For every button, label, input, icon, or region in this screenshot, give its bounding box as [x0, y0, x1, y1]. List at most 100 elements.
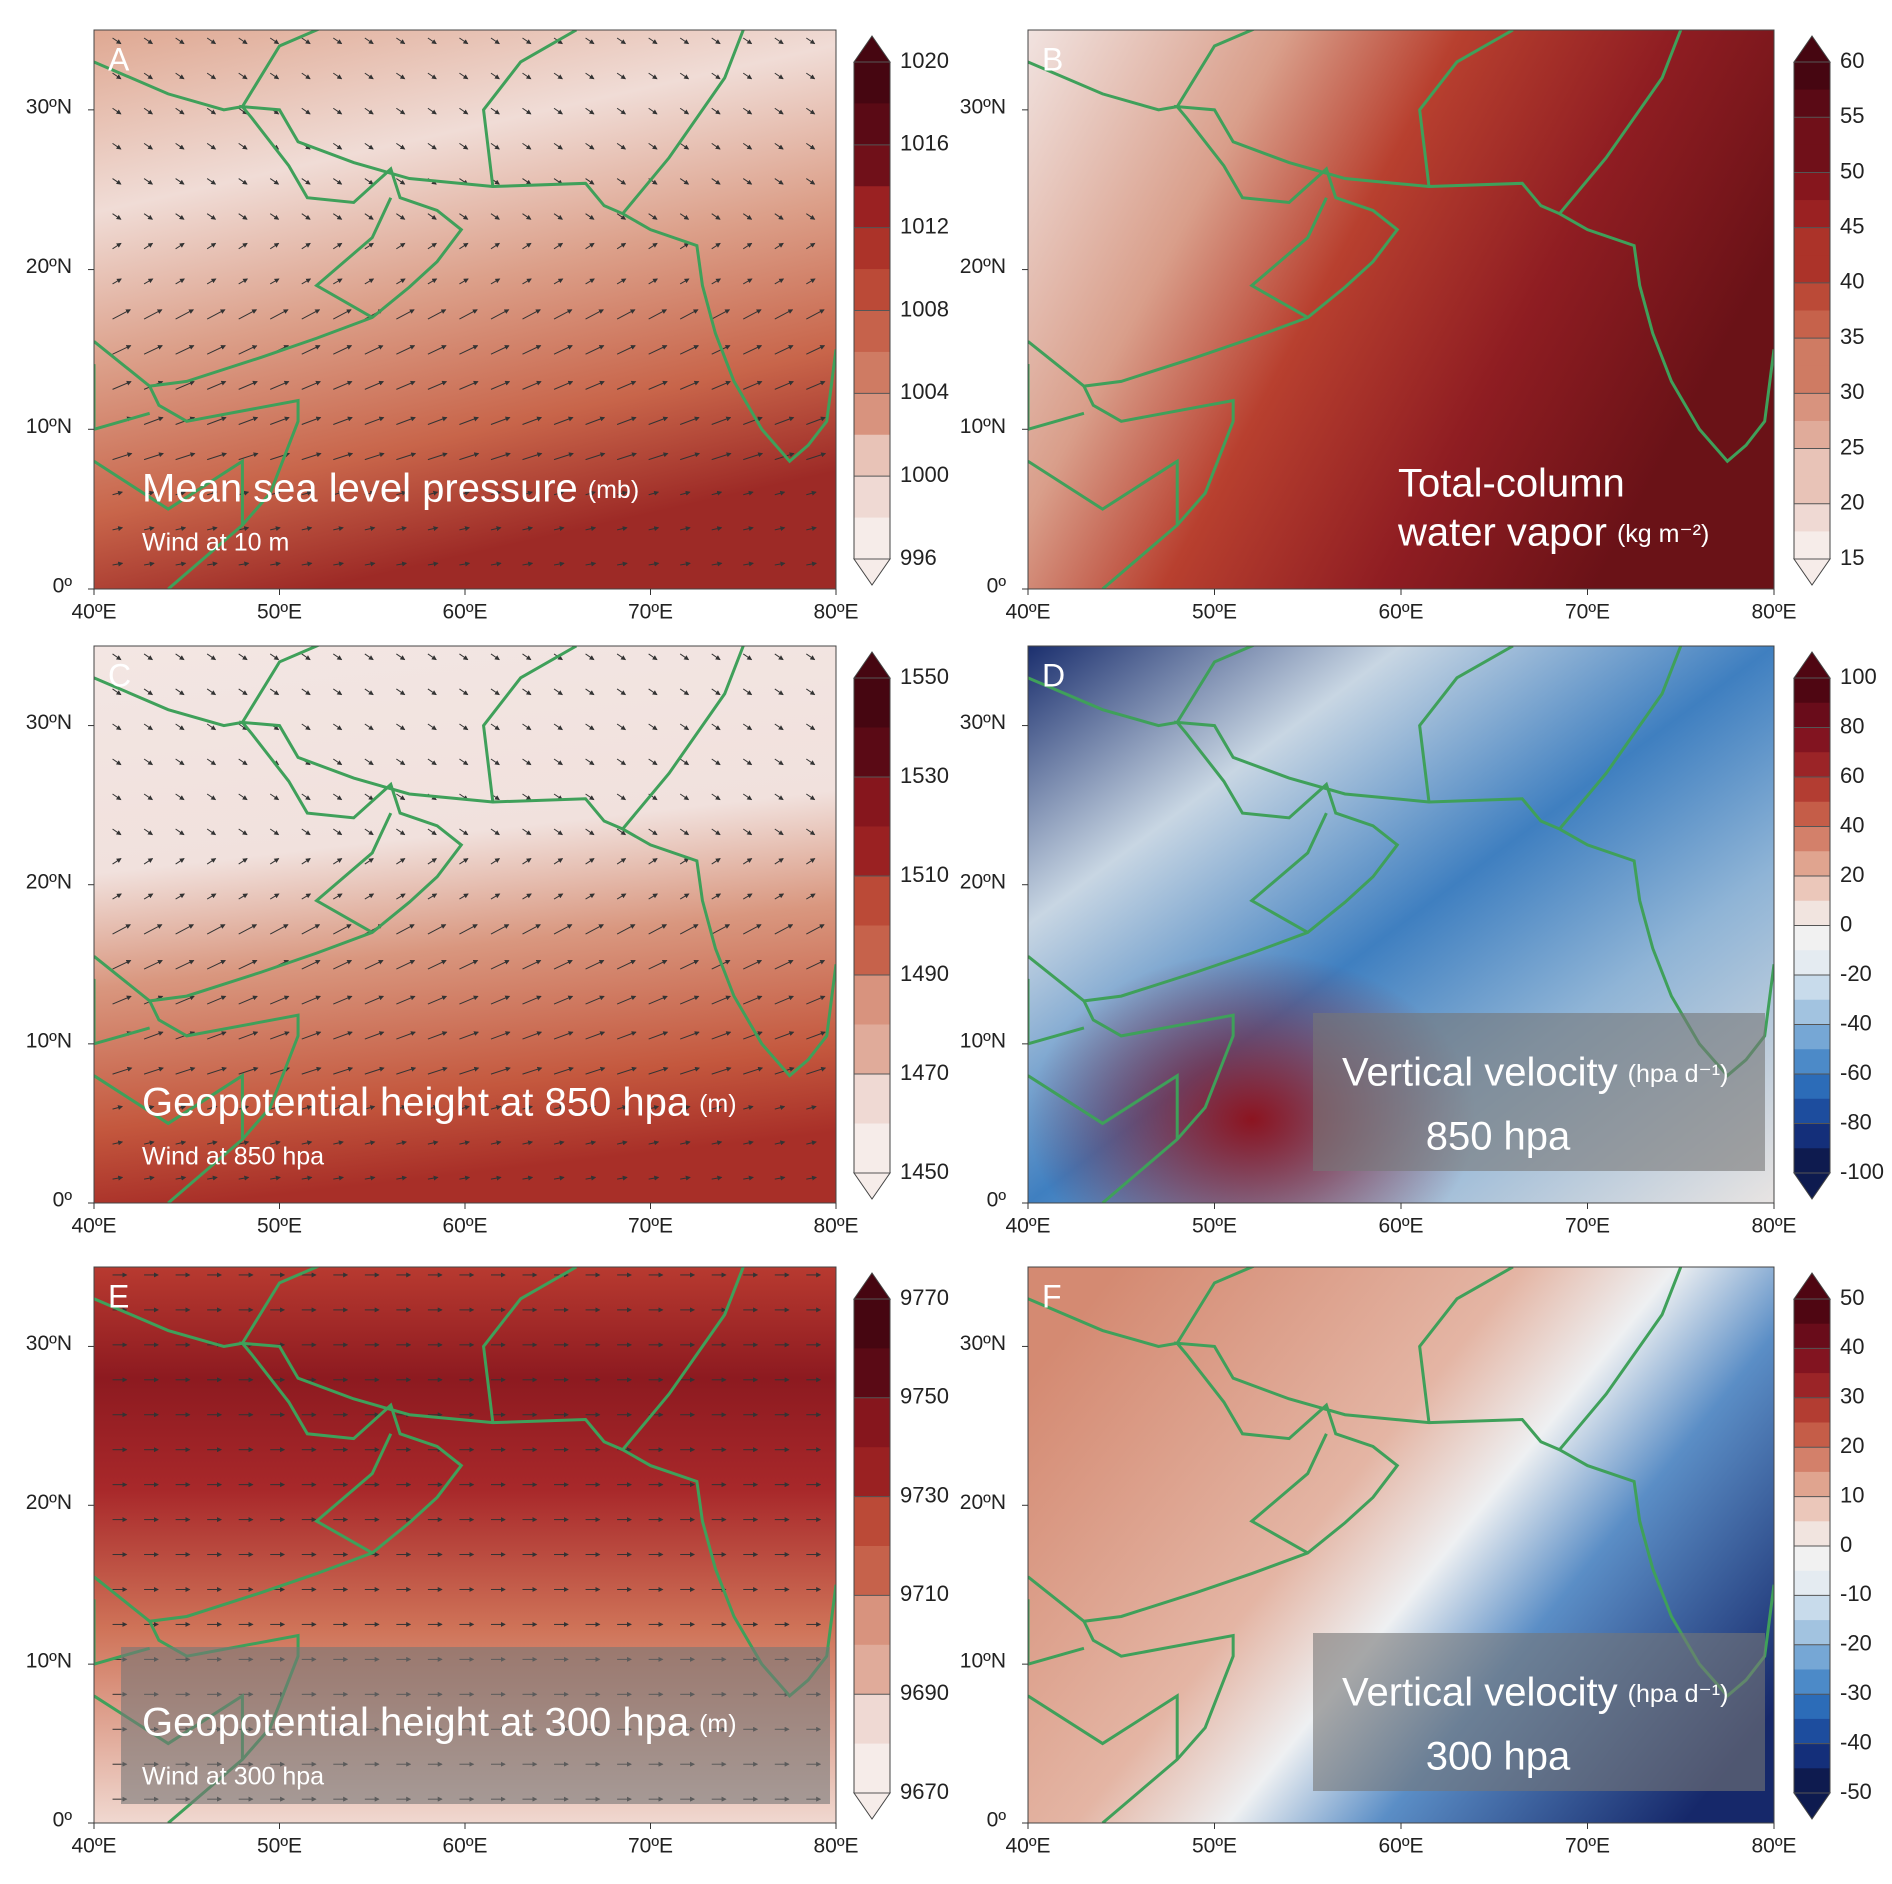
y-tick-label: 10ºN — [960, 415, 1006, 438]
wind-arrow — [270, 1031, 290, 1040]
wind-arrow — [396, 858, 406, 865]
colorbar-segment — [854, 1595, 890, 1646]
colorbar-label: -60 — [1840, 1060, 1872, 1085]
wind-arrow — [427, 960, 447, 970]
wind-arrow — [459, 1066, 480, 1075]
wind-arrow — [269, 653, 280, 661]
wind-arrow — [270, 1175, 281, 1181]
colorbar-segment — [1794, 702, 1830, 728]
x-tick-label: 80ºE — [1751, 1835, 1796, 1858]
colorbar-label: 80 — [1840, 713, 1864, 738]
wind-arrow — [553, 995, 574, 1005]
wind-arrow — [679, 309, 699, 320]
colorbar-cap — [1793, 558, 1831, 586]
wind-arrow — [459, 561, 471, 567]
wind-arrow — [238, 278, 249, 285]
colorbar-segment — [1794, 826, 1830, 852]
wind-arrow — [333, 995, 353, 1005]
wind-arrow — [743, 416, 763, 425]
wind-arrow — [806, 142, 816, 150]
wind-arrow — [301, 380, 321, 390]
wind-arrow — [679, 278, 690, 285]
wind-arrow — [774, 1140, 786, 1146]
wind-arrow — [743, 452, 764, 461]
wind-arrow — [143, 526, 155, 532]
wind-arrow — [490, 142, 500, 150]
wind-arrow — [711, 723, 721, 731]
colorbar-segment — [854, 1299, 890, 1349]
wind-arrow — [112, 688, 122, 696]
coastline — [94, 1072, 244, 1140]
colorbar-segment — [1794, 393, 1830, 422]
wind-arrow — [616, 1140, 628, 1146]
wind-arrow — [396, 242, 406, 250]
coastline — [1028, 363, 1085, 431]
wind-arrow — [112, 960, 132, 970]
wind-arrow — [522, 960, 542, 970]
wind-arrow — [396, 107, 406, 115]
wind-arrow — [143, 793, 154, 801]
wind-arrow — [270, 490, 281, 496]
coastline — [148, 385, 300, 589]
coastline — [1028, 978, 1085, 1046]
panel-unit: (kg m⁻²) — [1617, 520, 1709, 548]
wind-arrow — [680, 452, 701, 461]
wind-arrow — [427, 653, 437, 661]
wind-arrow — [427, 723, 437, 731]
wind-arrow — [207, 1175, 218, 1181]
panel: 40ºE 50ºE 60ºE 70ºE 80ºE 30ºN 20ºN 10ºN 0º C Geopo… — [26, 645, 949, 1238]
wind-arrow — [743, 561, 754, 567]
panel: 40ºE 50ºE 60ºE 70ºE 80ºE 30ºN 20ºN 10ºN 0º A Mean … — [26, 29, 949, 624]
wind-arrow — [806, 793, 816, 801]
wind-arrow — [616, 107, 627, 115]
wind-arrow — [806, 960, 826, 970]
coastline — [241, 30, 321, 108]
wind-arrow — [616, 490, 628, 496]
label-box — [1313, 1633, 1765, 1791]
wind-arrow — [553, 278, 564, 285]
coastline — [1082, 1620, 1235, 1823]
wind-arrow — [774, 893, 785, 900]
wind-arrow — [207, 561, 218, 567]
wind-arrow — [333, 380, 353, 390]
wind-arrow — [396, 452, 417, 461]
colorbar-segment — [854, 476, 890, 519]
colorbar-label: 9750 — [900, 1384, 949, 1409]
wind-arrow — [143, 416, 164, 425]
wind-arrow — [364, 1066, 385, 1075]
wind-arrow — [364, 858, 374, 865]
wind-arrow — [301, 72, 311, 80]
label-box — [121, 1647, 830, 1804]
wind-arrow — [112, 1066, 133, 1075]
wind-arrow — [553, 452, 574, 461]
wind-arrow — [585, 995, 605, 1005]
wind-arrow — [585, 309, 604, 320]
wind-arrow — [269, 213, 280, 220]
wind-arrow — [364, 213, 374, 220]
colorbar-label: 9730 — [900, 1482, 949, 1507]
colorbar-segment — [1794, 1024, 1830, 1050]
wind-arrow — [238, 142, 248, 150]
y-tick-label: 0º — [987, 1189, 1007, 1212]
wind-arrow — [742, 37, 753, 45]
panel: 40ºE 50ºE 60ºE 70ºE 80ºE30ºN20ºN10ºN0ºFVerti… — [960, 1266, 1872, 1858]
colorbar-segment — [854, 393, 890, 436]
coastline — [1249, 197, 1328, 319]
wind-arrow — [585, 561, 597, 567]
wind-arrow — [396, 142, 406, 150]
wind-arrow — [427, 452, 448, 461]
wind-arrow — [206, 828, 217, 836]
colorbar-label: -30 — [1840, 1680, 1872, 1705]
wind-arrow — [333, 309, 352, 320]
x-tick-label: 70ºE — [628, 601, 673, 624]
x-tick-label: 40ºE — [71, 601, 116, 624]
wind-arrow — [427, 526, 439, 532]
coastline — [1175, 30, 1256, 108]
x-tick-label: 60ºE — [1378, 1215, 1423, 1238]
wind-arrow — [806, 653, 816, 661]
wind-arrow — [112, 995, 132, 1005]
colorbar-label: 1450 — [900, 1159, 949, 1184]
wind-arrow — [459, 416, 479, 425]
coastline — [481, 646, 578, 803]
x-tick-label: 40ºE — [71, 1835, 116, 1858]
